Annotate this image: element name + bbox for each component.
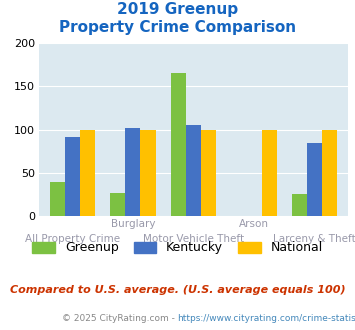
Bar xyxy=(171,73,186,216)
Text: Compared to U.S. average. (U.S. average equals 100): Compared to U.S. average. (U.S. average … xyxy=(10,285,345,295)
Bar xyxy=(50,182,65,216)
Bar xyxy=(125,128,141,216)
Text: 2019 Greenup: 2019 Greenup xyxy=(117,2,238,16)
Text: All Property Crime: All Property Crime xyxy=(25,234,120,244)
Bar xyxy=(322,129,337,216)
Bar xyxy=(186,125,201,216)
Text: Arson: Arson xyxy=(239,219,269,229)
Legend: Greenup, Kentucky, National: Greenup, Kentucky, National xyxy=(27,236,328,259)
Bar xyxy=(141,129,155,216)
Text: Motor Vehicle Theft: Motor Vehicle Theft xyxy=(143,234,244,244)
Text: © 2025 CityRating.com -: © 2025 CityRating.com - xyxy=(62,314,178,323)
Text: Burglary: Burglary xyxy=(111,219,155,229)
Bar xyxy=(262,129,277,216)
Bar xyxy=(307,143,322,216)
Bar xyxy=(65,137,80,216)
Bar xyxy=(110,193,125,216)
Bar xyxy=(201,129,216,216)
Text: Larceny & Theft: Larceny & Theft xyxy=(273,234,355,244)
Bar xyxy=(80,129,95,216)
Bar xyxy=(292,194,307,216)
Text: https://www.cityrating.com/crime-statistics/: https://www.cityrating.com/crime-statist… xyxy=(178,314,355,323)
Text: Property Crime Comparison: Property Crime Comparison xyxy=(59,20,296,35)
